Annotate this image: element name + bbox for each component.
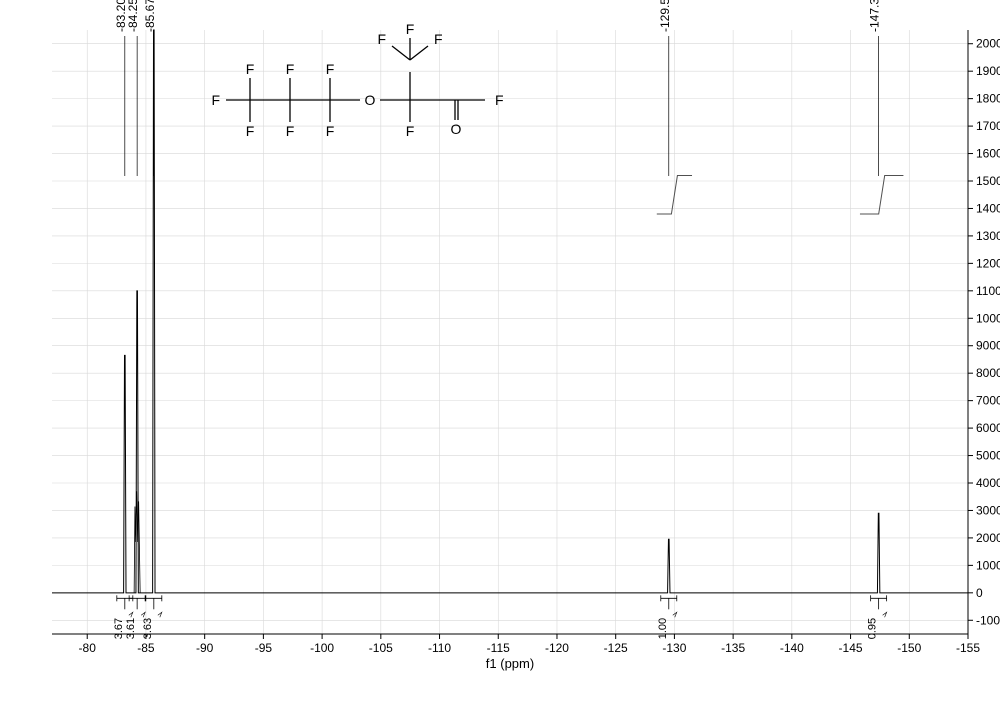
svg-text:F: F — [434, 31, 443, 47]
svg-text:F: F — [246, 61, 255, 77]
y-tick-label: 18000 — [976, 92, 1000, 106]
svg-text:F: F — [406, 123, 415, 139]
y-tick-label: 8000 — [976, 366, 1000, 380]
x-tick-label: -130 — [662, 641, 686, 655]
x-tick-label: -120 — [545, 641, 569, 655]
x-tick-label: -110 — [428, 641, 451, 655]
y-tick-label: 19000 — [976, 64, 1000, 78]
y-tick-label: 5000 — [976, 449, 1000, 463]
y-tick-label: 13000 — [976, 229, 1000, 243]
svg-text:F: F — [326, 61, 335, 77]
y-tick-label: 7000 — [976, 394, 1000, 408]
x-tick-label: -145 — [839, 641, 863, 655]
nmr-spectrum-chart: 3.673.613.631.000.95-83.20-84.25-85.67-1… — [0, 0, 1000, 719]
y-tick-label: -1000 — [976, 613, 1000, 627]
integral-value: 3.63 — [142, 618, 154, 639]
x-tick-label: -95 — [255, 641, 273, 655]
y-tick-label: 0 — [976, 586, 983, 600]
y-tick-label: 2000 — [976, 531, 1000, 545]
svg-text:F: F — [286, 123, 295, 139]
svg-text:O: O — [451, 121, 462, 137]
svg-text:F: F — [246, 123, 255, 139]
x-tick-label: -155 — [956, 641, 980, 655]
svg-text:F: F — [326, 123, 335, 139]
integral-value: 1.00 — [657, 618, 669, 639]
y-tick-label: 14000 — [976, 201, 1000, 215]
svg-text:F: F — [286, 61, 295, 77]
x-tick-label: -150 — [897, 641, 921, 655]
integral-value: 3.61 — [125, 618, 137, 639]
x-tick-label: -100 — [310, 641, 334, 655]
svg-text:O: O — [365, 92, 376, 108]
y-tick-label: 3000 — [976, 503, 1000, 517]
y-tick-label: 17000 — [976, 119, 1000, 133]
y-tick-label: 16000 — [976, 147, 1000, 161]
x-tick-label: -115 — [487, 641, 510, 655]
peak-label: -84.25 — [126, 0, 140, 32]
peak-label: -85.67 — [143, 0, 157, 32]
y-tick-label: 11000 — [976, 284, 1000, 298]
peak-label: -147.39 — [868, 0, 882, 32]
svg-text:F: F — [211, 92, 220, 108]
x-tick-label: -85 — [137, 641, 155, 655]
svg-text:F: F — [406, 21, 415, 37]
svg-text:F: F — [377, 31, 386, 47]
y-tick-label: 9000 — [976, 339, 1000, 353]
y-tick-label: 6000 — [976, 421, 1000, 435]
y-tick-label: 10000 — [976, 311, 1000, 325]
y-tick-label: 20000 — [976, 37, 1000, 51]
integral-value: 3.67 — [113, 618, 125, 639]
y-tick-label: 4000 — [976, 476, 1000, 490]
x-tick-label: -80 — [79, 641, 97, 655]
x-tick-label: -105 — [369, 641, 393, 655]
x-tick-label: -135 — [721, 641, 745, 655]
integral-value: 0.95 — [867, 618, 879, 639]
y-tick-label: 15000 — [976, 174, 1000, 188]
x-axis-label: f1 (ppm) — [486, 656, 534, 671]
x-tick-label: -90 — [196, 641, 214, 655]
peak-label: -129.52 — [658, 0, 672, 32]
y-tick-label: 1000 — [976, 558, 1000, 572]
x-tick-label: -125 — [604, 641, 628, 655]
x-tick-label: -140 — [780, 641, 804, 655]
svg-text:F: F — [495, 92, 504, 108]
spectrum-svg: 3.673.613.631.000.95-83.20-84.25-85.67-1… — [0, 0, 1000, 719]
y-tick-label: 12000 — [976, 256, 1000, 270]
